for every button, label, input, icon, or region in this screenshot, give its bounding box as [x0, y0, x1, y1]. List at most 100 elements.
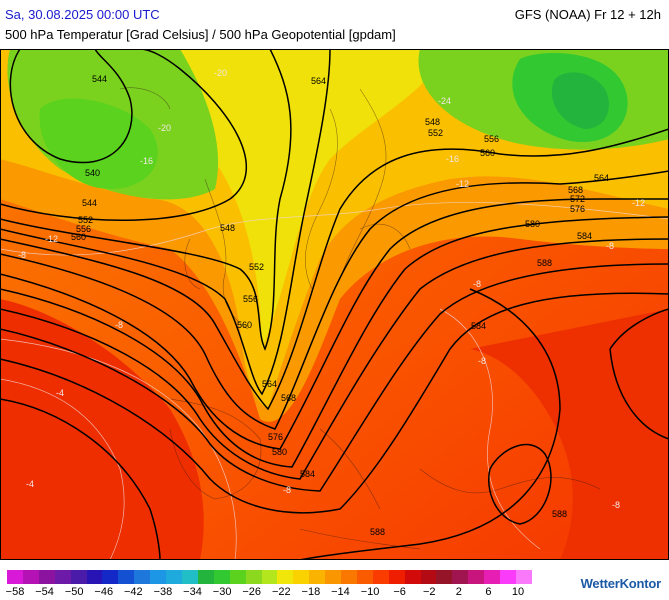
isotherm-b: [0, 338, 237, 560]
geo-label: 560: [71, 232, 86, 242]
temp-label: -8: [283, 485, 291, 495]
geo-label: 588: [552, 509, 567, 519]
contour-564: [0, 170, 669, 430]
contour-552: [0, 49, 292, 351]
geo-label: 552: [78, 215, 93, 225]
scale-swatch: [468, 570, 485, 584]
temp-label: -12: [45, 234, 58, 244]
scale-tick-label: −26: [242, 586, 262, 598]
contour-568: [0, 198, 669, 450]
geo-label: 568: [281, 393, 296, 403]
scale-tick-label: −18: [301, 586, 321, 598]
scale-swatch: [134, 570, 151, 584]
scale-swatch: [54, 570, 71, 584]
contour-576: [0, 238, 669, 480]
geo-label: 556: [484, 134, 499, 144]
scale-swatch: [356, 570, 373, 584]
scale-tick-label: −30: [212, 586, 232, 598]
scale-tick-label: −54: [35, 586, 54, 598]
temp-label: -8: [606, 241, 614, 251]
scale-swatch: [309, 570, 326, 584]
geo-label: 544: [82, 198, 97, 208]
model-run-label: GFS (NOAA) Fr 12 + 12h: [514, 7, 661, 22]
wetterkontor-logo: WetterKontor: [580, 576, 662, 591]
scale-swatch: [38, 570, 55, 584]
isotherm-c: [439, 308, 541, 550]
scale-tick-label: −14: [331, 586, 350, 598]
temp-label: -8: [115, 320, 123, 330]
geo-label: 564: [262, 379, 277, 389]
contour-588-east: [299, 288, 561, 560]
cold-pool-west-core: [39, 98, 158, 189]
scale-swatch: [388, 570, 405, 584]
scale-swatch: [86, 570, 103, 584]
geo-label: 560: [480, 148, 495, 158]
temp-label: -4: [26, 479, 34, 489]
scale-tick-label: −10: [360, 586, 380, 598]
scale-tick-label: −22: [271, 586, 291, 598]
scale-swatch: [7, 570, 23, 584]
temp-label: -12: [456, 179, 469, 189]
geo-label: 580: [525, 219, 540, 229]
coast-italy: [299, 428, 421, 550]
coast-greece-turkey: [419, 468, 601, 494]
geo-label: 588: [537, 258, 552, 268]
scale-swatch: [261, 570, 278, 584]
geo-label: 584: [300, 469, 315, 479]
temp-label: -8: [612, 500, 620, 510]
scale-swatch: [102, 570, 119, 584]
temp-label: -24: [438, 96, 451, 106]
contour-584-east: [609, 308, 669, 440]
scale-swatch: [341, 570, 357, 584]
warm-area-southwest: [0, 299, 204, 560]
geo-label: 548: [220, 223, 235, 233]
contour-584: [0, 292, 669, 514]
scale-tick-label: −42: [124, 586, 143, 598]
contour-556: [0, 49, 331, 396]
geo-label: 552: [428, 128, 443, 138]
geo-label: 556: [243, 294, 258, 304]
geo-label: 580: [272, 447, 287, 457]
scale-swatch: [293, 570, 310, 584]
temperature-color-scale: [7, 570, 532, 584]
scale-swatch: [213, 570, 230, 584]
contour-588-west: [0, 398, 161, 560]
scale-swatch: [118, 570, 135, 584]
geo-label: 576: [268, 432, 283, 442]
scale-swatch: [150, 570, 167, 584]
geo-label: 540: [85, 168, 100, 178]
temperature-scale-labels: −58 −54 −50 −46 −42 −38 −34 −30 −26 −22 −18 −14 −10−…: [6, 586, 532, 600]
scale-swatch: [245, 570, 262, 584]
scale-tick-label: 6: [485, 586, 492, 598]
coast-britain: [184, 178, 249, 330]
geo-label: 568: [568, 185, 583, 195]
contour-560: [0, 128, 669, 411]
contour-544: [9, 49, 133, 164]
temp-label: -8: [478, 356, 486, 366]
geo-label: 564: [311, 76, 326, 86]
coast-scandinavia: [305, 88, 387, 290]
scale-swatch: [70, 570, 87, 584]
trough-core-yellow: [60, 49, 450, 349]
scale-swatch: [484, 570, 501, 584]
geo-label: 548: [425, 117, 440, 127]
temp-label: -20: [158, 123, 171, 133]
geo-label: 560: [237, 320, 252, 330]
scale-swatch: [516, 570, 532, 584]
scale-swatch: [372, 570, 389, 584]
temp-label: -8: [18, 250, 26, 260]
scale-tick-label: −46: [94, 586, 114, 598]
scale-tick-label: −34: [183, 586, 202, 598]
scale-swatch: [436, 570, 453, 584]
geo-label: 588: [370, 527, 385, 537]
scale-swatch: [420, 570, 437, 584]
geopotential-labels: 544 564 540 544 548 552 556 560 548 552 …: [71, 74, 609, 537]
scale-swatch: [452, 570, 469, 584]
scale-swatch: [197, 570, 214, 584]
scale-swatch: [325, 570, 342, 584]
forecast-datetime: Sa, 30.08.2025 00:00 UTC: [5, 7, 160, 22]
scale-tick-label: −6: [393, 586, 406, 598]
contour-580: [0, 263, 669, 492]
temp-label: -20: [214, 68, 227, 78]
contour-584-greece: [488, 443, 552, 525]
